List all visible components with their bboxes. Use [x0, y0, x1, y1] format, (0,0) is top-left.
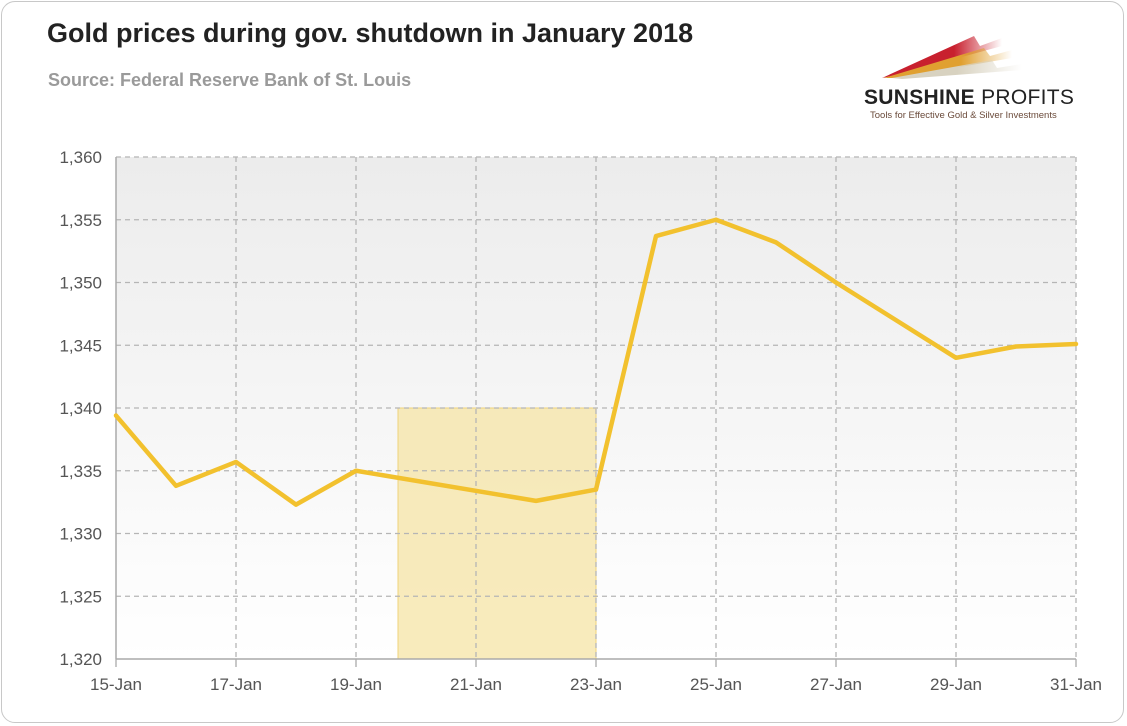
x-tick-label: 15-Jan — [90, 675, 142, 694]
logo-rays-icon — [882, 36, 1022, 79]
y-tick-label: 1,345 — [59, 336, 102, 355]
data-point — [1074, 341, 1078, 346]
data-point — [714, 217, 718, 222]
y-tick-label: 1,330 — [59, 525, 102, 544]
data-point — [174, 483, 178, 488]
chart-subtitle: Source: Federal Reserve Bank of St. Loui… — [48, 70, 412, 90]
y-tick-label: 1,360 — [59, 148, 102, 167]
x-tick-label: 31-Jan — [1050, 675, 1102, 694]
x-tick-label: 27-Jan — [810, 675, 862, 694]
data-point — [354, 468, 358, 473]
data-point — [834, 280, 838, 285]
y-tick-label: 1,350 — [59, 274, 102, 293]
sunshine-profits-logo: SUNSHINE PROFITS Tools for Effective Gol… — [862, 28, 1092, 123]
logo-name: SUNSHINE PROFITS — [864, 86, 1075, 109]
y-tick-label: 1,335 — [59, 462, 102, 481]
y-tick-label: 1,320 — [59, 650, 102, 669]
gold-price-line — [113, 217, 1079, 507]
data-point — [654, 234, 658, 239]
y-tick-label: 1,340 — [59, 399, 102, 418]
data-point — [954, 355, 958, 360]
data-point — [774, 240, 778, 245]
x-tick-label: 19-Jan — [330, 675, 382, 694]
x-tick-label: 29-Jan — [930, 675, 982, 694]
x-tick-label: 25-Jan — [690, 675, 742, 694]
logo-tagline: Tools for Effective Gold & Silver Invest… — [870, 110, 1057, 121]
x-tick-label: 17-Jan — [210, 675, 262, 694]
y-tick-label: 1,325 — [59, 587, 102, 606]
chart-title: Gold prices during gov. shutdown in Janu… — [47, 18, 694, 48]
data-point — [1014, 344, 1018, 349]
x-tick-label: 21-Jan — [450, 675, 502, 694]
data-point — [234, 459, 238, 464]
data-point — [294, 502, 298, 507]
x-tick-label: 23-Jan — [570, 675, 622, 694]
data-point — [534, 498, 538, 503]
y-tick-label: 1,355 — [59, 211, 102, 230]
data-point — [594, 487, 598, 492]
data-point — [114, 413, 118, 418]
